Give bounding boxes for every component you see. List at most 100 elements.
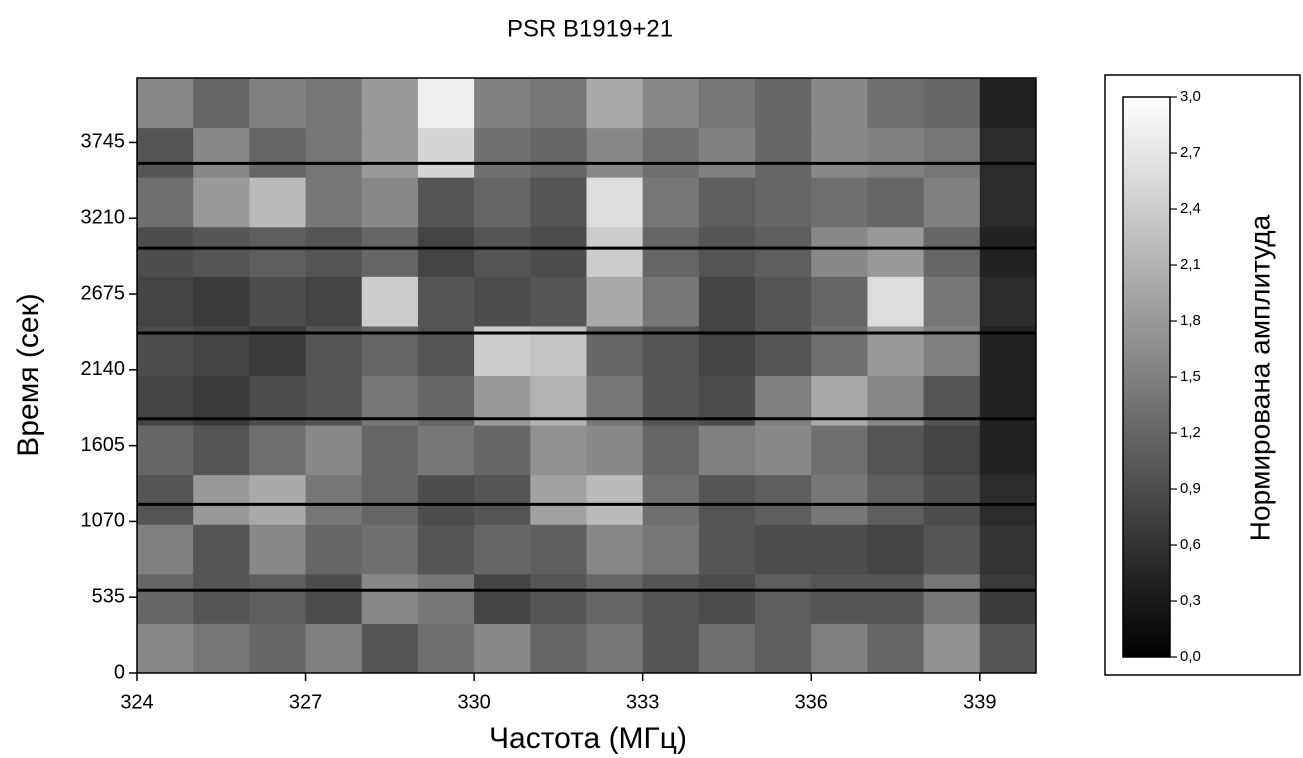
heat-cell	[586, 226, 644, 277]
heat-cell	[867, 226, 925, 277]
heat-cell	[698, 474, 756, 525]
y-tick-label: 2675	[81, 282, 126, 304]
heat-cell	[474, 226, 531, 277]
heat-cell	[249, 78, 307, 129]
x-tick-label: 333	[626, 691, 659, 713]
heat-cell	[137, 78, 194, 129]
heat-cell	[193, 474, 250, 525]
colorbar-tick-label: 1,8	[1180, 312, 1201, 329]
y-tick-label: 2140	[81, 358, 126, 380]
heat-cell	[698, 177, 756, 228]
heat-cell	[867, 573, 925, 624]
heat-cell	[586, 524, 644, 575]
heat-cell	[417, 127, 475, 178]
heat-cell	[979, 474, 1037, 525]
heat-cell	[474, 474, 531, 525]
heat-cell	[586, 623, 644, 674]
heat-cell	[193, 425, 250, 476]
heat-cell	[811, 573, 868, 624]
heat-cell	[249, 177, 307, 228]
heat-cell	[867, 623, 925, 674]
heat-cell	[979, 623, 1037, 674]
heat-cell	[417, 425, 475, 476]
heat-cell	[193, 78, 250, 129]
heat-cell	[867, 127, 925, 178]
heat-cell	[979, 573, 1037, 624]
heat-cell	[642, 474, 700, 525]
heat-cell	[923, 177, 981, 228]
colorbar	[1122, 96, 1171, 658]
heat-cell	[530, 226, 587, 277]
heat-cell	[979, 127, 1037, 178]
heat-cell	[137, 623, 194, 674]
heat-cell	[586, 425, 644, 476]
heat-cell	[586, 177, 644, 228]
heat-cell	[417, 573, 475, 624]
heat-cell	[586, 127, 644, 178]
heat-cell	[979, 425, 1037, 476]
heat-cell	[698, 78, 756, 129]
y-tick-label: 1605	[81, 434, 126, 456]
heat-cell	[137, 127, 194, 178]
colorbar-tick-label: 2,1	[1180, 256, 1201, 273]
heat-cell	[979, 177, 1037, 228]
x-tick-label: 339	[963, 691, 996, 713]
x-tick-label: 336	[795, 691, 828, 713]
heat-cell	[193, 276, 250, 327]
heat-cell	[137, 524, 194, 575]
heat-cell	[811, 226, 868, 277]
heat-cell	[755, 425, 812, 476]
colorbar-tick-label: 1,2	[1180, 424, 1201, 441]
heat-cell	[923, 127, 981, 178]
heat-cell	[698, 623, 756, 674]
heat-cell	[137, 573, 194, 624]
heat-cell	[249, 226, 307, 277]
heat-cell	[474, 573, 531, 624]
heat-cell	[530, 177, 587, 228]
heat-cell	[811, 127, 868, 178]
heat-cell	[867, 78, 925, 129]
y-tick-label: 1070	[81, 510, 126, 532]
y-tick-label: 0	[114, 661, 125, 683]
heat-cell	[923, 78, 981, 129]
heat-cell	[361, 425, 419, 476]
heat-cell	[249, 276, 307, 327]
heat-cell	[811, 425, 868, 476]
heat-cell	[867, 425, 925, 476]
heat-cell	[361, 524, 419, 575]
heat-cell	[755, 573, 812, 624]
colorbar-tick-label: 1,5	[1180, 368, 1201, 385]
heat-cell	[867, 524, 925, 575]
heat-cell	[137, 276, 194, 327]
heat-cell	[193, 127, 250, 178]
heat-cell	[305, 276, 363, 327]
heat-cell	[305, 474, 363, 525]
heat-cell	[249, 425, 307, 476]
heat-cell	[755, 127, 812, 178]
heat-cell	[642, 524, 700, 575]
heat-cell	[361, 276, 419, 327]
y-tick-label: 3745	[81, 131, 126, 153]
heat-cell	[193, 524, 250, 575]
heat-cell	[417, 78, 475, 129]
heat-cell	[361, 474, 419, 525]
heat-cell	[586, 78, 644, 129]
heat-cell	[305, 524, 363, 575]
heat-cell	[530, 474, 587, 525]
heat-cell	[193, 226, 250, 277]
colorbar-label: Нормирована амплитуда	[1244, 214, 1275, 541]
heat-cell	[417, 474, 475, 525]
heat-cell	[249, 623, 307, 674]
heat-cell	[698, 524, 756, 575]
heat-cell	[305, 226, 363, 277]
heat-cell	[530, 78, 587, 129]
x-axis-label: Частота (МГц)	[489, 722, 687, 755]
colorbar-tick-label: 2,7	[1180, 144, 1201, 161]
heat-cell	[305, 573, 363, 624]
colorbar-frame	[1104, 74, 1301, 676]
heat-cell	[530, 573, 587, 624]
heat-cell	[474, 623, 531, 674]
heat-cell	[417, 524, 475, 575]
heat-cell	[474, 177, 531, 228]
